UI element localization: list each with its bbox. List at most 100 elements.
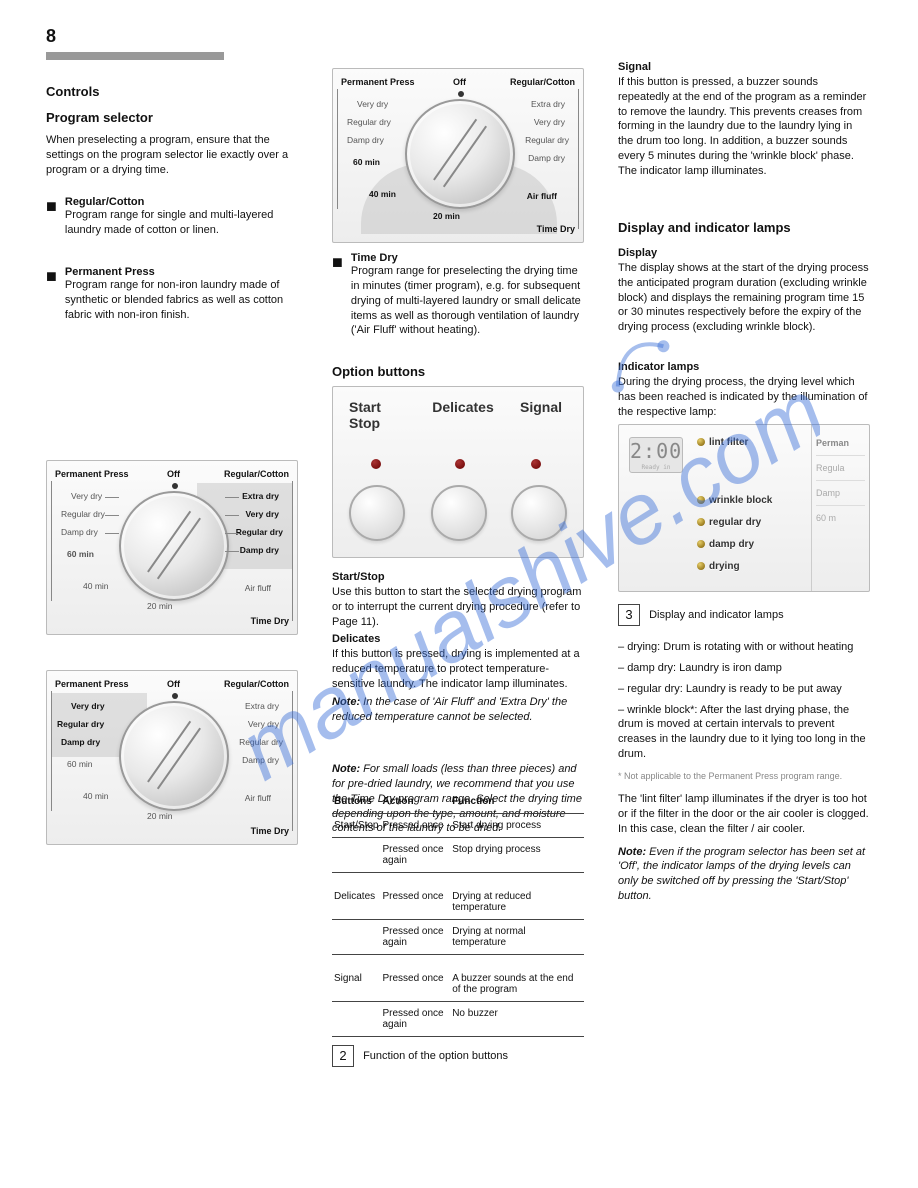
opt-regular-dry: Regular dry [61,509,105,519]
label-time-dry: Time Dry [251,826,289,836]
btn-label-start: Start [349,399,409,415]
start-stop-desc: Use this button to start the selected dr… [332,585,584,630]
led-start-icon [371,459,381,469]
off-dot-icon [458,91,464,97]
rotary-knob[interactable] [119,491,229,601]
delicates-note-h: Note: [332,696,360,708]
opt-damp-dry-hl: Damp dry [240,545,279,555]
lcd-display: 2:00 Ready in [629,437,683,473]
cell: Pressed once again [380,838,450,873]
led-damp-dry-icon [697,540,705,548]
th-buttons: Buttons [332,790,380,814]
opt-40min-hl: 40 min [369,189,396,199]
led-regular-dry-icon [697,518,705,526]
btn-label-stop: Stop [349,415,409,431]
opt-20min-hl: 20 min [433,211,460,221]
cell: Pressed once [380,814,450,838]
program-selector-desc: When preselecting a program, ensure that… [46,133,298,178]
col3-note: Even if the program selector has been se… [618,846,865,903]
cell [332,838,380,873]
status-regular-dry: regular dry [709,517,761,528]
label-time-dry: Time Dry [251,616,289,626]
heading-program-selector: Program selector [46,110,298,125]
cell: Stop drying process [450,838,584,873]
r-damp: Damp [816,481,865,506]
display-desc: The display shows at the start of the dr… [618,261,870,335]
led-delicates-icon [455,459,465,469]
level-drying: drying: Drum is rotating with or without… [627,641,853,653]
col3-note-h: Note: [618,846,646,858]
opt-damp-dry: Damp dry [61,527,98,537]
opt-damp-dry: Damp dry [347,135,384,145]
off-dot-icon [172,483,178,489]
opt-regular-dry: Regular dry [525,135,569,145]
cell: Pressed once [380,967,450,1002]
cell: Pressed once [380,885,450,920]
cell [332,1002,380,1037]
square-glyph: ■ [332,252,343,273]
opt-air-fluff: Air fluff [245,583,271,593]
heading-display-lamps: Display and indicator lamps [618,220,870,235]
opt-20min: 20 min [147,811,173,821]
rotary-knob[interactable] [405,99,515,209]
opt-very-dry: Very dry [248,719,279,729]
lcd-time: 2:00 [630,438,682,464]
opt-20min: 20 min [147,601,173,611]
indicator-lamps-desc: During the drying process, the drying le… [618,375,870,420]
opt-very-dry: Very dry [71,491,102,501]
signal-desc: If this button is pressed, a buzzer soun… [618,75,870,179]
delicates-button[interactable] [431,485,487,541]
signal-h: Signal [618,60,870,75]
level-damp-dry: damp dry: Laundry is iron damp [627,662,782,674]
status-damp-dry: damp dry [709,539,754,550]
r-perman: Perman [816,431,865,456]
opt-regular-dry: Regular dry [239,737,283,747]
figure-caption-3: Display and indicator lamps [649,609,784,621]
btn-label-signal: Signal [511,399,571,415]
cell: Start drying process [450,814,584,838]
cell: Pressed once again [380,1002,450,1037]
label-regular-cotton: Regular/Cotton [224,469,289,479]
level-wrinkle-block: wrinkle block*: After the last drying ph… [618,704,866,761]
cell: Delicates [332,885,380,920]
display-h: Display [618,246,870,261]
label-off: Off [453,77,466,87]
status-wrinkle-block: wrinkle block [709,495,772,506]
delicates-h: Delicates [332,632,584,647]
opt-very-dry: Very dry [357,99,388,109]
signal-button[interactable] [511,485,567,541]
opt-60min: 60 min [67,759,93,769]
permanent-press-desc: Program range for non-iron laundry made … [65,278,298,323]
cell: No buzzer [450,1002,584,1037]
square-glyph: ■ [46,266,57,287]
opt-60min: 60 min [67,549,94,559]
opt-damp-dry: Damp dry [528,153,565,163]
label-permanent-press: Permanent Press [341,77,415,87]
start-stop-h: Start/Stop [332,570,584,585]
opt-air-fluff: Air fluff [245,793,271,803]
dial-time-dry: Permanent Press Off Regular/Cotton Very … [332,68,584,243]
delicates-note: In the case of 'Air Fluff' and 'Extra Dr… [332,696,567,723]
start-stop-button[interactable] [349,485,405,541]
cell: Signal [332,967,380,1002]
r-60m: 60 m [816,506,865,530]
label-time-dry: Time Dry [537,224,575,234]
status-right-column: Perman Regula Damp 60 m [811,425,869,591]
footnote: * Not applicable to the Permanent Press … [618,770,870,782]
label-permanent-press: Permanent Press [55,679,129,689]
r-regula: Regula [816,456,865,481]
opt-regular-dry: Regular dry [347,117,391,127]
figure-number-3: 3 [618,604,640,626]
label-permanent-press: Permanent Press [55,469,129,479]
led-drying-icon [697,562,705,570]
opt-very-dry: Very dry [534,117,565,127]
opt-extra-dry-hl: Extra dry [242,491,279,501]
opt-extra-dry: Extra dry [531,99,565,109]
opt-damp-dry: Damp dry [242,755,279,765]
rotary-knob[interactable] [119,701,229,811]
regular-cotton-desc: Program range for single and multi-layer… [65,208,298,238]
buttons-function-table: Buttons Action Function Start/StopPresse… [332,790,584,1037]
figure-caption-2: Function of the option buttons [363,1050,508,1062]
regular-cotton-title: Regular/Cotton [65,196,298,208]
cell [332,920,380,955]
